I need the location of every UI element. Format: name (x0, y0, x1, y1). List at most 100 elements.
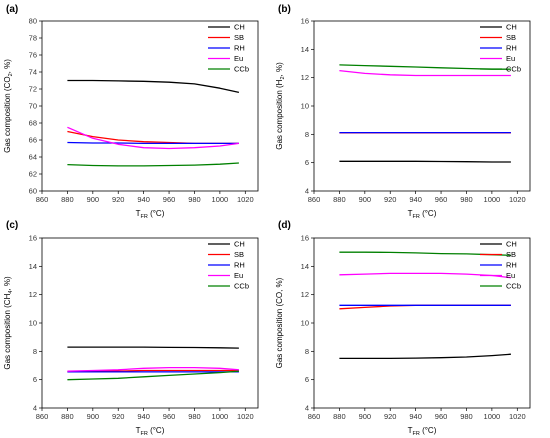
y-tick-label: 80 (29, 17, 37, 26)
y-tick-label: 78 (29, 34, 37, 43)
y-tick-label: 66 (29, 136, 37, 145)
x-tick-label: 980 (188, 195, 201, 204)
x-tick-label: 960 (163, 412, 176, 421)
panel-letter: (d) (278, 220, 291, 231)
y-tick-label: 8 (305, 347, 309, 356)
legend-label-sb: SB (234, 250, 244, 259)
y-tick-label: 60 (29, 187, 37, 196)
plot-frame (313, 237, 531, 409)
legend-label-rh: RH (506, 261, 517, 270)
x-tick-label: 920 (384, 195, 397, 204)
chart-panel-2: (b) 860 880 900 920 940 960 980 1000 1020 4 6 8 10 12 1… (275, 4, 531, 220)
x-tick-label: 1000 (212, 412, 229, 421)
series-line-rh (67, 141, 239, 145)
legend-label-eu: Eu (234, 54, 243, 63)
y-tick-label: 4 (305, 187, 309, 196)
y-tick-label: 6 (305, 158, 309, 167)
y-tick-label: 72 (29, 85, 37, 94)
x-tick-label: 940 (409, 195, 422, 204)
legend-label-rh: RH (234, 261, 245, 270)
x-tick-label: 860 (36, 412, 49, 421)
y-tick-label: 12 (29, 290, 37, 299)
y-tick-label: 16 (29, 234, 37, 243)
x-tick-label: 1020 (509, 412, 526, 421)
y-tick-label: 10 (301, 102, 309, 111)
x-tick-label: 1000 (484, 195, 501, 204)
y-axis-title: Gas composition (H2, %) (275, 62, 286, 150)
y-tick-label: 74 (29, 68, 37, 77)
chart-panel-1: (a) 860 880 900 920 940 960 980 1000 1020 60 62 64 66… (3, 4, 259, 220)
x-tick-label: 880 (333, 195, 346, 204)
legend-label-ch: CH (506, 240, 517, 249)
panel-letter: (a) (6, 4, 18, 15)
series-line-eu (67, 126, 239, 150)
x-tick-label: 900 (87, 412, 100, 421)
y-tick-label: 76 (29, 51, 37, 60)
legend-label-ch: CH (506, 23, 517, 32)
y-tick-label: 10 (29, 319, 37, 328)
x-tick-label: 920 (112, 195, 125, 204)
x-tick-label: 960 (435, 412, 448, 421)
x-axis-title: TFR (°C) (408, 209, 437, 220)
y-tick-label: 12 (301, 73, 309, 82)
x-tick-label: 940 (137, 412, 150, 421)
legend-label-sb: SB (234, 33, 244, 42)
x-tick-label: 900 (87, 195, 100, 204)
y-tick-label: 4 (305, 404, 309, 413)
legend-label-ccb: CCb (506, 65, 521, 74)
y-tick-label: 6 (33, 375, 37, 384)
plot-frame (313, 20, 531, 192)
x-tick-label: 920 (112, 412, 125, 421)
legend-label-eu: Eu (506, 271, 515, 280)
x-tick-label: 980 (188, 412, 201, 421)
legend-label-ch: CH (234, 240, 245, 249)
legend-label-eu: Eu (506, 54, 515, 63)
legend-label-eu: Eu (234, 271, 243, 280)
legend-label-rh: RH (234, 44, 245, 53)
legend-label-sb: SB (506, 33, 516, 42)
x-tick-label: 860 (308, 412, 321, 421)
x-tick-label: 880 (61, 412, 74, 421)
plot-frame (41, 237, 259, 409)
x-tick-label: 920 (384, 412, 397, 421)
series-line-sb (67, 369, 239, 373)
y-tick-label: 16 (301, 17, 309, 26)
legend-label-sb: SB (506, 250, 516, 259)
y-tick-label: 4 (33, 404, 37, 413)
x-axis-title: TFR (°C) (136, 209, 165, 220)
x-tick-label: 960 (435, 195, 448, 204)
series-line-ch (67, 346, 239, 349)
y-axis-title: Gas composition (CH4, %) (3, 276, 14, 370)
panel-letter: (b) (278, 4, 291, 15)
x-tick-label: 900 (359, 412, 372, 421)
y-tick-label: 70 (29, 102, 37, 111)
legend-label-rh: RH (506, 44, 517, 53)
series-line-eu (339, 69, 511, 77)
x-tick-label: 1000 (212, 195, 229, 204)
y-tick-label: 16 (301, 234, 309, 243)
x-tick-label: 860 (308, 195, 321, 204)
x-tick-label: 1020 (237, 412, 254, 421)
series-line-ch (339, 160, 511, 163)
x-tick-label: 980 (460, 412, 473, 421)
panel-letter: (c) (6, 220, 18, 231)
y-tick-label: 10 (301, 319, 309, 328)
y-tick-label: 68 (29, 119, 37, 128)
y-tick-label: 6 (305, 375, 309, 384)
series-line-eu (67, 366, 239, 372)
x-tick-label: 1020 (237, 195, 254, 204)
chart-panel-4: (d) 860 880 900 920 940 960 980 1000 1020 4 6 8 10 12 1… (275, 220, 531, 437)
x-tick-label: 980 (460, 195, 473, 204)
series-line-sb (67, 130, 239, 145)
y-axis-title: Gas composition (CO, %) (275, 277, 284, 368)
x-tick-label: 1020 (509, 195, 526, 204)
y-tick-label: 14 (301, 262, 309, 271)
y-tick-label: 8 (305, 130, 309, 139)
y-tick-label: 64 (29, 153, 37, 162)
y-tick-label: 12 (301, 290, 309, 299)
x-tick-label: 1000 (484, 412, 501, 421)
series-line-ccb (67, 370, 239, 381)
x-tick-label: 860 (36, 195, 49, 204)
legend-label-ch: CH (234, 23, 245, 32)
